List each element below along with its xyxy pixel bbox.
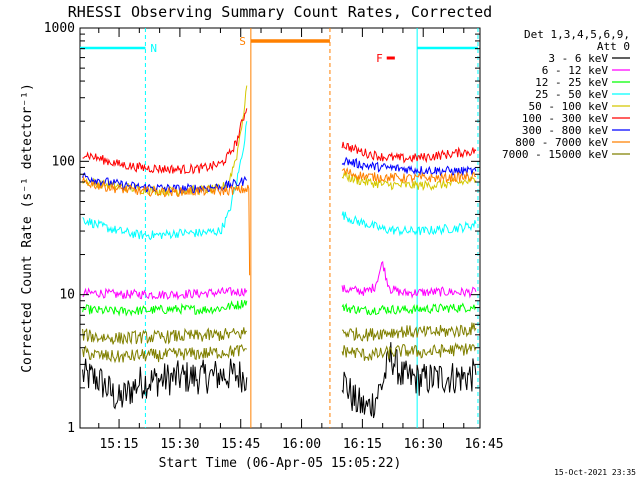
series-line-8-1 [341, 341, 477, 361]
legend-header-1: Att 0 [597, 40, 630, 53]
x-tick-label-0: 15:15 [99, 437, 138, 452]
y-tick-label-0: 1 [67, 421, 75, 436]
series-line-5-1 [341, 141, 477, 164]
flag-label-f: F [376, 52, 383, 65]
series-line-8-0 [82, 343, 248, 364]
legend-label-2: 12 - 25 keV [535, 76, 608, 89]
series-line-9-1 [342, 322, 477, 342]
series-line-2-1 [341, 302, 477, 316]
x-tick-label-6: 16:45 [464, 437, 503, 452]
series-line-0-0 [82, 358, 248, 410]
legend-label-6: 300 - 800 keV [522, 124, 608, 137]
x-tick-label-2: 15:45 [221, 437, 260, 452]
legend-label-4: 50 - 100 keV [529, 100, 609, 113]
series-line-3-0 [82, 121, 248, 241]
x-tick-label-4: 16:15 [343, 437, 382, 452]
series-line-2-0 [82, 299, 248, 317]
y-tick-label-3: 1000 [44, 21, 75, 36]
y-axis-label: Corrected Count Rate (s⁻¹ detector⁻¹) [20, 83, 35, 373]
series-line-1-1 [341, 260, 477, 299]
series-line-6-0 [82, 172, 248, 194]
y-axis: 1 10 100 1000 [44, 21, 480, 436]
y-tick-label-2: 100 [52, 154, 75, 169]
legend-label-7: 800 - 7000 keV [515, 136, 608, 149]
flag-bars: N S F [80, 35, 478, 65]
series-line-4-0 [82, 85, 248, 197]
x-tick-label-1: 15:30 [160, 437, 199, 452]
x-tick-label-3: 16:00 [282, 437, 321, 452]
series-line-3-1 [341, 211, 477, 237]
series-line-9-0 [82, 327, 247, 345]
series-line-1-0 [82, 286, 248, 301]
series-lines [82, 85, 477, 419]
legend-label-1: 6 - 12 keV [542, 64, 609, 77]
legend-label-8: 7000 - 15000 keV [502, 148, 608, 161]
x-axis: 15:15 15:30 15:45 16:00 16:15 16:30 16:45 [98, 28, 504, 452]
legend-label-3: 25 - 50 keV [535, 88, 608, 101]
y-tick-label-1: 10 [59, 288, 75, 303]
series-line-7-0 [82, 175, 251, 276]
legend-header-0: Det 1,3,4,5,6,9, [524, 28, 630, 41]
series-line-0-1 [341, 342, 477, 419]
plot-frame [79, 27, 481, 429]
series-line-7-1 [341, 167, 476, 184]
flag-label-n: N [150, 42, 157, 55]
x-tick-label-5: 16:30 [404, 437, 443, 452]
flag-label-s: S [239, 35, 246, 48]
legend-label-5: 100 - 300 keV [522, 112, 608, 125]
footer-timestamp: 15-Oct-2021 23:35 [554, 468, 636, 477]
time-markers [144, 28, 479, 428]
series-line-6-1 [341, 156, 477, 177]
series-line-5-0 [82, 108, 248, 175]
legend-label-0: 3 - 6 keV [548, 52, 608, 65]
chart-title: RHESSI Observing Summary Count Rates, Co… [68, 3, 492, 21]
x-axis-label: Start Time (06-Apr-05 15:05:22) [159, 456, 402, 471]
